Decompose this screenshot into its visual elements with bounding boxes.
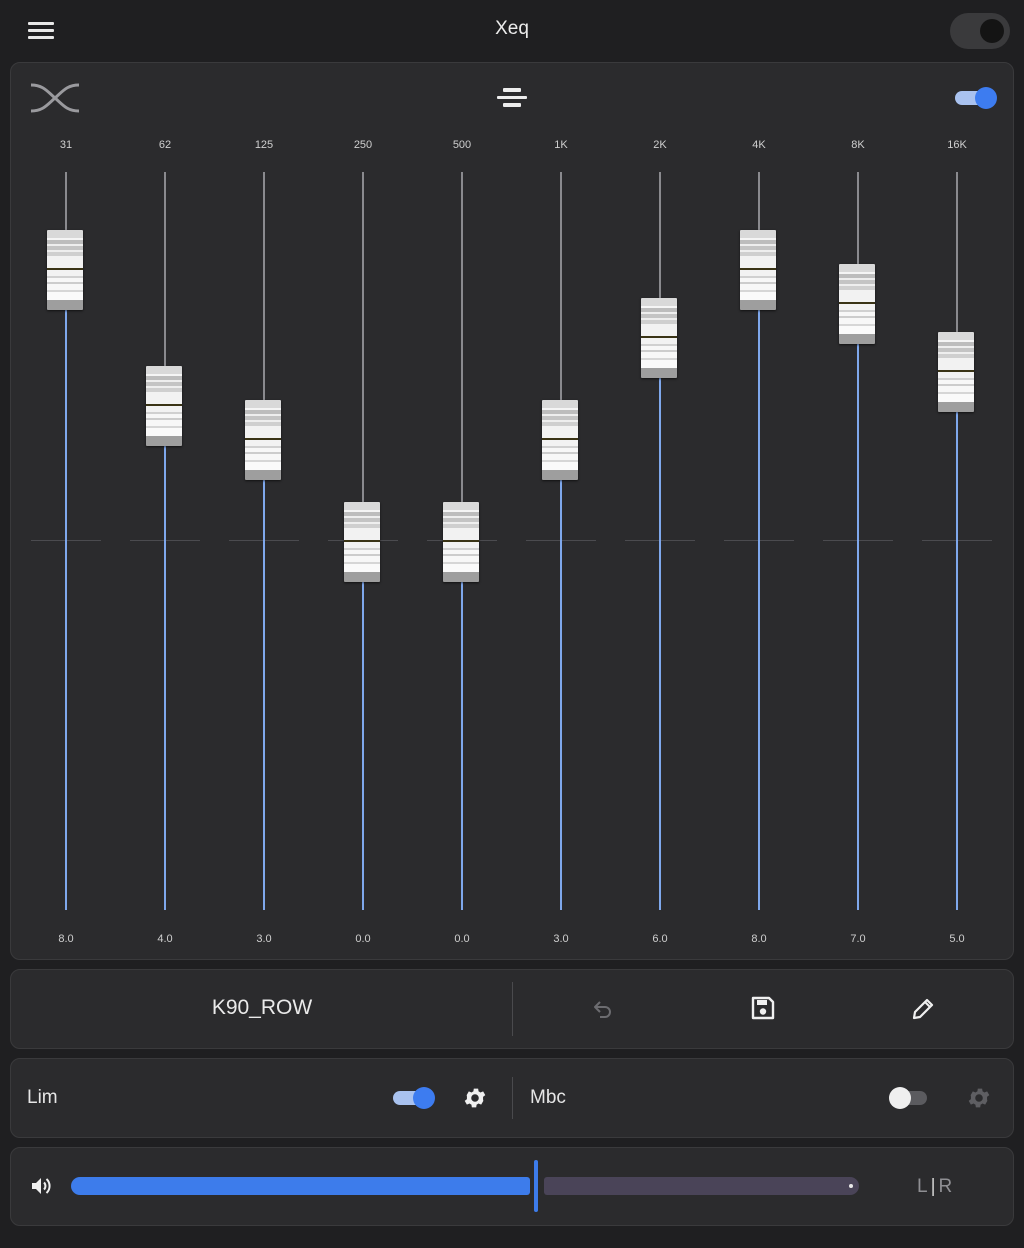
band-frequency-label: 1K <box>554 139 568 151</box>
preset-name[interactable]: K90_ROW <box>211 996 313 1019</box>
band-fader-knob[interactable] <box>542 400 578 480</box>
band-frequency-label: 250 <box>353 139 373 151</box>
app-title: Xeq <box>495 18 529 39</box>
band-gain-label: 8.0 <box>58 933 74 945</box>
band-frequency-label: 2K <box>653 139 667 151</box>
band-track-fill <box>263 480 265 910</box>
top-app-bar: Xeq <box>0 0 1024 62</box>
band-track-upper <box>65 172 67 230</box>
limiter-toggle-knob <box>413 1087 435 1109</box>
band-gain-label: 3.0 <box>256 933 272 945</box>
mbc-toggle-knob <box>889 1087 911 1109</box>
limiter-settings-gear-icon[interactable] <box>462 1085 488 1111</box>
band-track-upper <box>263 172 265 400</box>
band-fader-knob[interactable] <box>641 298 677 378</box>
balance-left-label: L <box>917 1176 929 1197</box>
eq-band: 4K 8.0 <box>719 63 799 961</box>
eq-band: 1K 3.0 <box>521 63 601 961</box>
band-fader-knob[interactable] <box>839 264 875 344</box>
mbc-toggle[interactable] <box>889 1087 931 1109</box>
volume-card: L | R <box>10 1147 1014 1226</box>
band-track-fill <box>659 378 661 910</box>
band-fader-knob[interactable] <box>938 332 974 412</box>
band-track-fill <box>461 582 463 910</box>
eq-toggle-knob <box>975 87 997 109</box>
band-track-fill <box>956 412 958 910</box>
limiter-toggle[interactable] <box>393 1087 435 1109</box>
mbc-settings-gear-icon[interactable] <box>966 1085 992 1111</box>
band-fader-knob[interactable] <box>443 502 479 582</box>
band-track-upper <box>956 172 958 332</box>
band-gain-label: 8.0 <box>751 933 767 945</box>
eq-band: 8K 7.0 <box>818 63 898 961</box>
equalizer-card: 31 8.0 62 4.0 125 3.0 250 0.0 500 0.0 1K 3.0 2K 6.0 4K… <box>10 62 1014 960</box>
band-fader-knob[interactable] <box>344 502 380 582</box>
band-gain-label: 5.0 <box>949 933 965 945</box>
band-track-fill <box>65 310 67 910</box>
band-frequency-label: 500 <box>452 139 472 151</box>
band-fader-knob[interactable] <box>146 366 182 446</box>
band-track-upper <box>758 172 760 230</box>
volume-speaker-icon <box>32 1178 51 1194</box>
band-track-fill <box>857 344 859 910</box>
power-toggle[interactable] <box>950 13 1010 49</box>
eq-band: 62 4.0 <box>125 63 205 961</box>
band-track-upper <box>659 172 661 298</box>
eq-enable-toggle[interactable] <box>955 87 997 109</box>
band-fader-knob[interactable] <box>47 230 83 310</box>
preset-divider <box>512 982 513 1036</box>
effects-card: Lim Mbc <box>10 1058 1014 1138</box>
balance-separator: | <box>930 1176 937 1197</box>
eq-band: 125 3.0 <box>224 63 304 961</box>
band-track-upper <box>560 172 562 400</box>
band-gain-label: 0.0 <box>355 933 371 945</box>
band-frequency-label: 4K <box>752 139 766 151</box>
effects-divider <box>512 1077 513 1119</box>
power-toggle-knob <box>980 19 1004 43</box>
xeq-logo-icon <box>30 83 80 113</box>
band-gain-label: 3.0 <box>553 933 569 945</box>
limiter-label: Lim <box>27 1087 58 1108</box>
band-fader-knob[interactable] <box>740 230 776 310</box>
band-frequency-label: 16K <box>947 139 967 151</box>
band-track-fill <box>758 310 760 910</box>
band-fader-knob[interactable] <box>245 400 281 480</box>
eq-band: 500 0.0 <box>422 63 502 961</box>
band-track-fill <box>362 582 364 910</box>
band-track-fill <box>560 480 562 910</box>
edit-pencil-icon[interactable] <box>910 996 936 1022</box>
band-gain-label: 0.0 <box>454 933 470 945</box>
band-frequency-label: 8K <box>851 139 865 151</box>
band-gain-label: 7.0 <box>850 933 866 945</box>
band-frequency-label: 125 <box>254 139 274 151</box>
band-track-upper <box>857 172 859 264</box>
band-track-upper <box>362 172 364 502</box>
volume-slider-stop-dot <box>849 1184 853 1188</box>
balance-button[interactable]: L | R <box>917 1176 953 1198</box>
mbc-label: Mbc <box>530 1087 566 1108</box>
band-gain-label: 4.0 <box>157 933 173 945</box>
band-frequency-label: 31 <box>59 139 73 151</box>
preset-card: K90_ROW <box>10 969 1014 1049</box>
volume-slider[interactable] <box>71 1160 859 1212</box>
undo-icon[interactable] <box>591 997 615 1021</box>
balance-right-label: R <box>938 1176 954 1197</box>
volume-slider-active-track <box>71 1177 530 1195</box>
menu-icon[interactable] <box>28 20 54 40</box>
eq-band: 31 8.0 <box>26 63 106 961</box>
save-icon[interactable] <box>750 995 776 1021</box>
band-track-upper <box>461 172 463 502</box>
band-frequency-label: 62 <box>158 139 172 151</box>
eq-band: 16K 5.0 <box>917 63 997 961</box>
volume-slider-inactive-track <box>544 1177 859 1195</box>
band-track-fill <box>164 446 166 910</box>
band-track-upper <box>164 172 166 366</box>
eq-band: 250 0.0 <box>323 63 403 961</box>
flatten-eq-icon[interactable] <box>495 87 529 109</box>
eq-band: 2K 6.0 <box>620 63 700 961</box>
volume-slider-handle[interactable] <box>534 1160 538 1212</box>
band-gain-label: 6.0 <box>652 933 668 945</box>
